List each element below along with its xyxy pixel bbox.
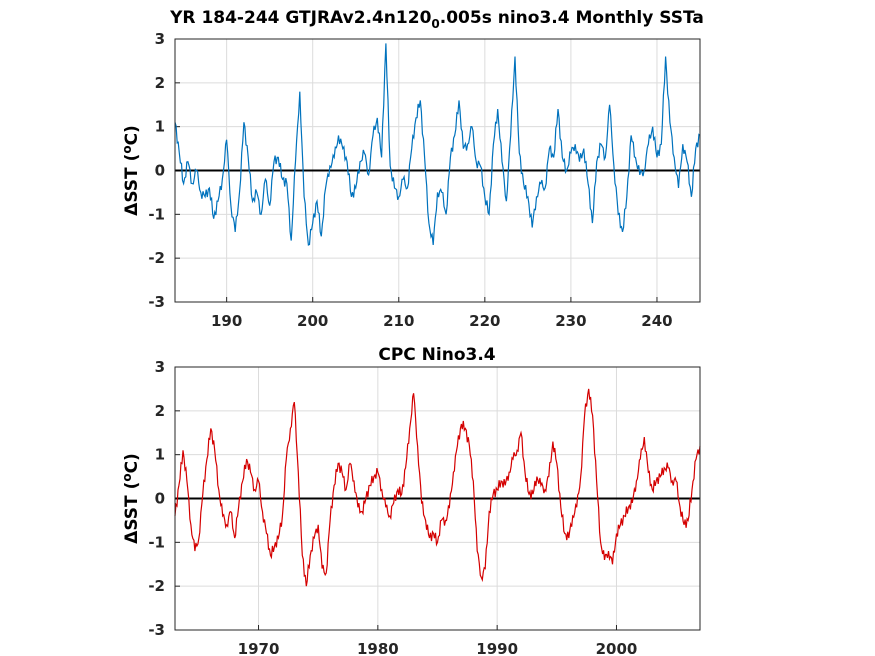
top-x-tick-label: 240 <box>641 312 672 330</box>
top-y-tick-label: -2 <box>148 249 165 267</box>
top-x-tick-labels: 190 200 210 220 230 240 <box>211 312 673 330</box>
top-x-tick-label: 200 <box>297 312 328 330</box>
bottom-y-tick-labels: -3 -2 -1 0 1 2 3 <box>148 358 165 639</box>
top-plot-title: YR 184-244 GTJRAv2.4n1200.005s nino3.4 M… <box>169 8 704 31</box>
bottom-x-tick-labels: 1970 1980 1990 2000 <box>238 640 638 656</box>
bot-y-tick-label: -1 <box>148 533 165 551</box>
bottom-y-axis-label: ΔSST (oC) <box>120 453 142 544</box>
top-x-tick-label: 190 <box>211 312 242 330</box>
top-x-tick-label: 230 <box>555 312 586 330</box>
bot-x-tick-label: 2000 <box>596 640 638 656</box>
bot-y-tick-label: 0 <box>155 490 165 508</box>
top-x-tick-label: 210 <box>383 312 414 330</box>
bot-x-tick-label: 1970 <box>238 640 280 656</box>
top-plot-frame <box>174 38 701 303</box>
bot-x-tick-label: 1980 <box>357 640 399 656</box>
bot-y-tick-label: 3 <box>155 358 165 376</box>
bottom-plot-frame <box>174 366 701 631</box>
top-y-tick-label: -3 <box>148 293 165 311</box>
top-y-tick-label: 1 <box>155 118 165 136</box>
top-y-tick-labels: -3 -2 -1 0 1 2 3 <box>148 30 165 311</box>
top-plot: YR 184-244 GTJRAv2.4n1200.005s nino3.4 M… <box>120 8 704 330</box>
top-y-tick-label: 2 <box>155 74 165 92</box>
bot-y-tick-label: 1 <box>155 446 165 464</box>
bot-y-tick-label: -3 <box>148 621 165 639</box>
bottom-plot: CPC Nino3.4 1970 1980 1990 2000 -3-2-10123 … <box>120 345 701 656</box>
top-y-tick-label: 3 <box>155 30 165 48</box>
bot-x-tick-label: 1990 <box>476 640 518 656</box>
top-x-tick-label: 220 <box>469 312 500 330</box>
top-y-tick-label: 0 <box>155 162 165 180</box>
top-series-line <box>174 43 701 246</box>
bottom-plot-title: CPC Nino3.4 <box>378 345 495 365</box>
top-y-tick-label: -1 <box>148 205 165 223</box>
bottom-series-line <box>174 388 701 587</box>
top-y-axis-label: ΔSST (oC) <box>120 125 142 216</box>
bot-y-tick-label: 2 <box>155 402 165 420</box>
bot-y-tick-label: -2 <box>148 577 165 595</box>
